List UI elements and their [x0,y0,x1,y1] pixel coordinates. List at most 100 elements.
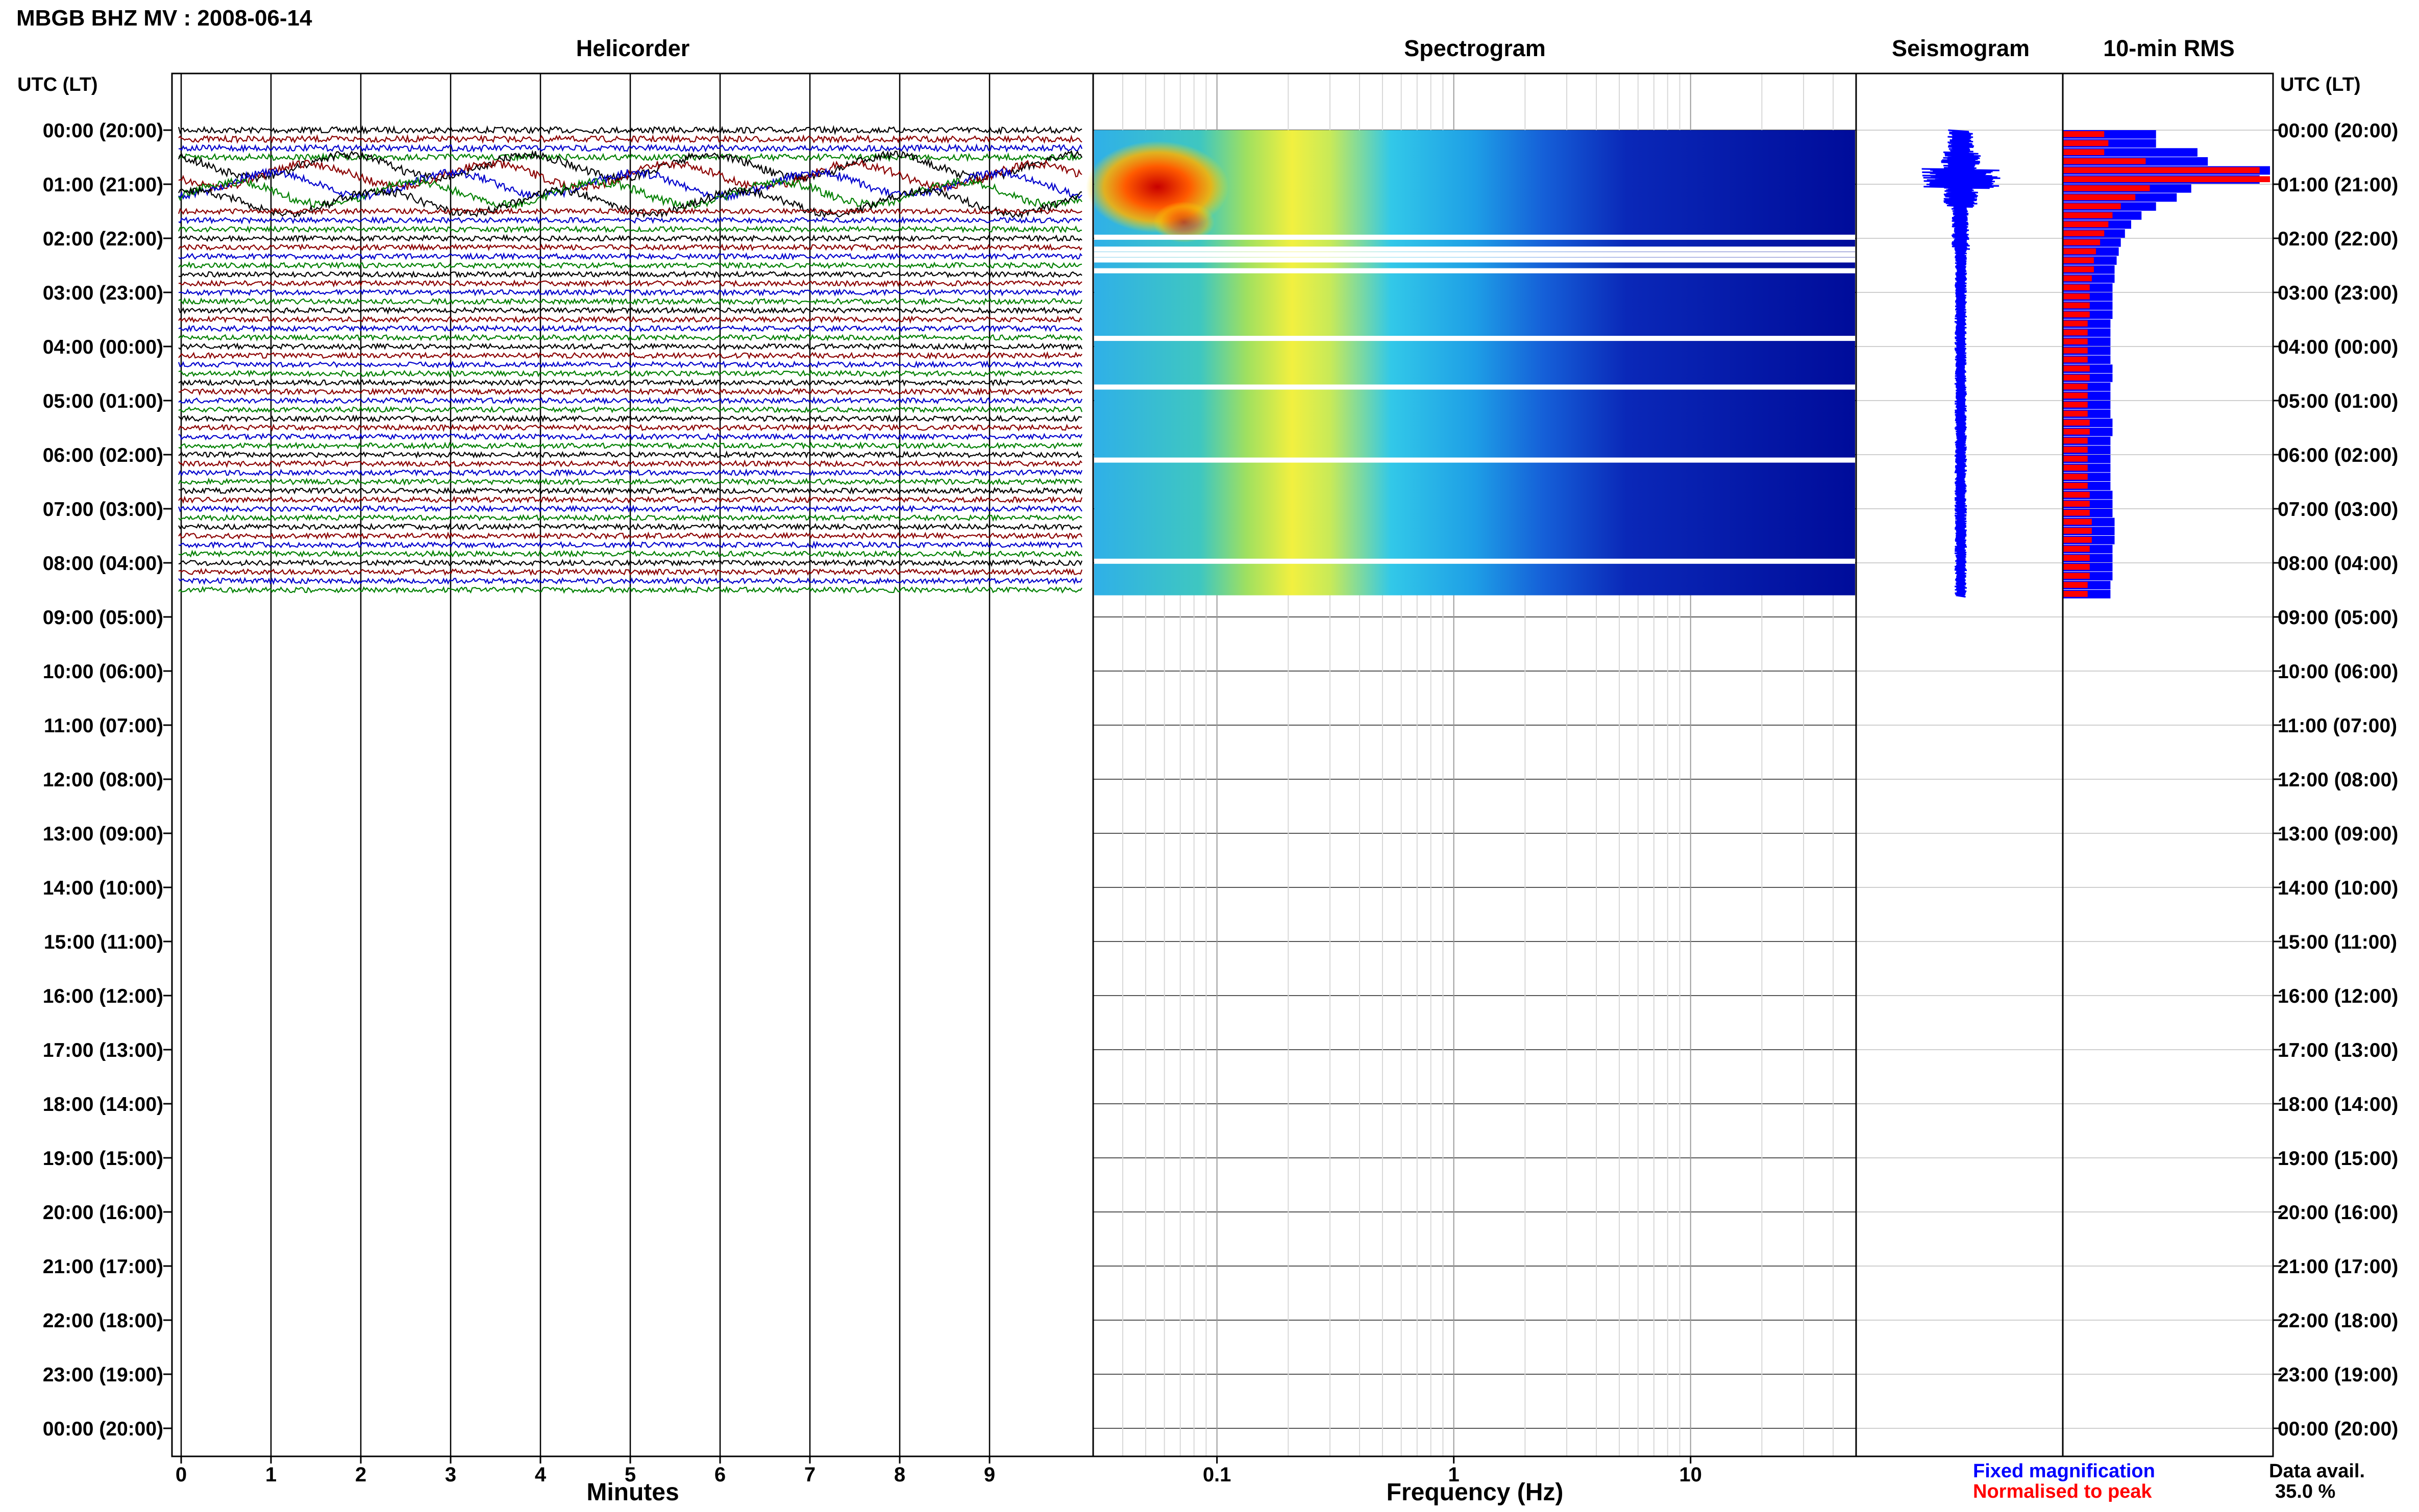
minutes-axis-label: Minutes [586,1479,679,1506]
spectrogram-gap [1094,385,1855,390]
rms-bar-normalised [2063,239,2100,245]
utc-time-labels-left: 00:00 (20:00) 01:00 (21:00) 02:00 (22:00) 0… [43,120,163,1440]
rms-bar-normalised [2063,465,2088,471]
rms-bar-normalised [2063,330,2088,336]
time-label-right: 23:00 (19:00) [2278,1364,2398,1386]
time-label-left: 15:00 (11:00) [44,931,163,953]
rms-bar-normalised [2063,266,2094,272]
time-label-right: 12:00 (08:00) [2278,769,2398,791]
rms-bar-normalised [2063,140,2108,146]
rms-bar-normalised [2063,203,2121,209]
data-avail-label: Data avail. [2269,1460,2365,1482]
spectrogram-gap [1094,336,1855,341]
spectrogram-gap [1094,246,1855,252]
rms-bar-normalised [2063,249,2096,255]
rms-bar-normalised [2063,185,2150,191]
rms-bar-normalised [2063,419,2090,426]
time-label-left: 02:00 (22:00) [43,228,163,250]
frequency-axis-label: Frequency (Hz) [1387,1479,1564,1506]
utc-lt-label-right: UTC (LT) [2280,74,2361,95]
time-label-left: 19:00 (15:00) [43,1148,163,1170]
rms-bar-normalised [2063,411,2088,417]
time-label-right: 08:00 (04:00) [2278,553,2398,575]
rms-bar-normalised [2063,257,2094,263]
minute-tick-label: 0 [176,1464,187,1486]
minute-tick-label: 6 [714,1464,726,1486]
time-label-right: 15:00 (11:00) [2278,931,2397,953]
time-label-right: 03:00 (23:00) [2278,282,2398,304]
rms-bar-normalised [2063,230,2104,236]
time-label-left: 06:00 (02:00) [43,444,163,466]
time-label-left: 01:00 (21:00) [43,174,163,196]
time-label-right: 04:00 (00:00) [2278,336,2398,358]
helicorder-title: Helicorder [576,35,690,61]
time-label-left: 00:00 (20:00) [43,1418,163,1440]
data-avail-value: 35.0 % [2275,1481,2335,1502]
time-label-right: 19:00 (15:00) [2278,1148,2398,1170]
rms-bar-normalised [2063,384,2088,390]
rms-bar-normalised [2063,447,2088,453]
helicorder-frame [172,73,1093,1456]
legend-normalised-to-peak: Normalised to peak [1973,1481,2152,1502]
freq-tick-label: 0.1 [1203,1464,1231,1486]
rms-bar-normalised [2063,303,2090,309]
time-label-right: 20:00 (16:00) [2278,1202,2398,1224]
time-label-left: 08:00 (04:00) [43,553,163,575]
rms-bar-normalised [2063,483,2088,489]
time-label-left: 17:00 (13:00) [43,1039,163,1061]
time-label-right: 22:00 (18:00) [2278,1310,2398,1332]
rms-bar-normalised [2063,429,2090,435]
station-title: MBGB BHZ MV : 2008-06-14 [16,6,312,31]
time-label-right: 00:00 (20:00) [2278,1418,2398,1440]
rms-bar-normalised [2063,582,2088,588]
rms-bar-normalised [2063,555,2090,561]
data-layer [179,127,2270,599]
minute-tick-label: 7 [804,1464,816,1486]
minute-tick-label: 4 [535,1464,547,1486]
rms-bar-normalised [2063,293,2090,300]
rms-bar-normalised [2063,456,2088,462]
time-label-right: 10:00 (06:00) [2278,661,2398,683]
time-label-left: 12:00 (08:00) [43,769,163,791]
minute-tick-label: 1 [265,1464,277,1486]
time-label-right: 18:00 (14:00) [2278,1094,2398,1116]
seismogram-title: Seismogram [1892,35,2030,61]
time-label-left: 22:00 (18:00) [43,1310,163,1332]
minute-tick-label: 8 [894,1464,905,1486]
seismogram-trace [1922,130,2001,597]
spectrogram-gap [1094,252,1855,257]
rms-bar-normalised [2063,537,2092,543]
rms-bar-normalised [2063,284,2090,290]
time-label-left: 03:00 (23:00) [43,282,163,304]
time-label-left: 04:00 (00:00) [43,336,163,358]
rms-bar-normalised [2063,492,2090,498]
rms-bar-normalised [2063,591,2088,597]
rms-bar-normalised [2063,564,2090,570]
time-label-left: 05:00 (01:00) [43,390,163,412]
rms-bar-normalised [2063,131,2104,137]
time-label-right: 05:00 (01:00) [2278,390,2398,412]
rms-bar-normalised [2063,474,2088,480]
rms-bar-normalised [2063,320,2088,327]
time-label-right: 11:00 (07:00) [2278,715,2397,737]
rms-bar-normalised [2063,438,2088,444]
time-label-right: 02:00 (22:00) [2278,228,2398,250]
legend-fixed-magnification: Fixed magnification [1973,1460,2155,1482]
time-label-left: 23:00 (19:00) [43,1364,163,1386]
time-label-right: 16:00 (12:00) [2278,985,2398,1007]
time-label-left: 20:00 (16:00) [43,1202,163,1224]
time-label-right: 17:00 (13:00) [2278,1039,2398,1061]
time-label-right: 00:00 (20:00) [2278,120,2398,142]
rms-bar-normalised [2063,392,2088,399]
freq-tick-label: 10 [1679,1464,1702,1486]
spectrogram-gap [1094,257,1855,262]
time-label-left: 21:00 (17:00) [43,1256,163,1278]
spectrogram-gap [1094,559,1855,564]
rms-bar-normalised [2063,519,2092,525]
helicorder-chart: MBGB BHZ MV : 2008-06-14 Helicorder Spec… [0,0,2419,1512]
rms-bar-normalised [2063,158,2145,164]
rms-title: 10-min RMS [2103,35,2235,61]
time-label-right: 01:00 (21:00) [2278,174,2398,196]
time-label-left: 07:00 (03:00) [43,499,163,520]
spectrogram-gap [1094,458,1855,463]
